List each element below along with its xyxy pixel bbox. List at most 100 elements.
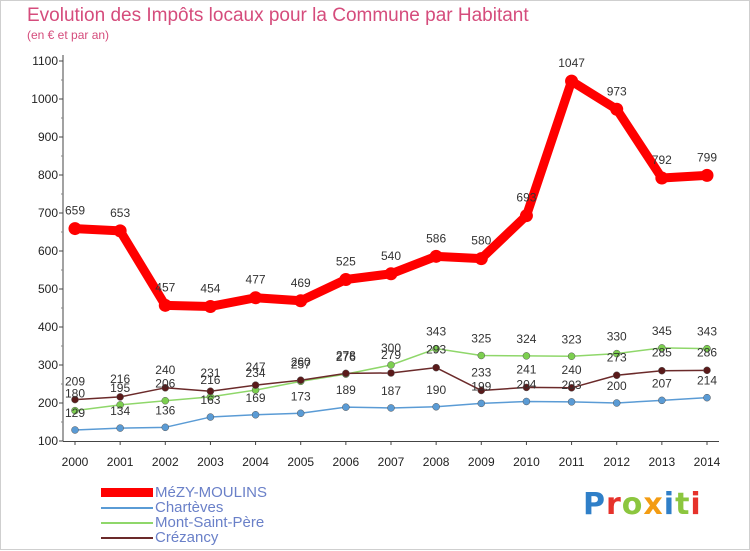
data-point-charteves	[206, 413, 215, 421]
data-point-charteves	[612, 399, 621, 407]
data-label-mont-saint-pere: 343	[426, 325, 446, 339]
data-label-mezy-moulins: 457	[155, 280, 175, 294]
data-label-charteves: 204	[516, 377, 536, 391]
data-label-charteves: 190	[426, 383, 446, 397]
logo-letter: i	[690, 487, 702, 522]
y-tick-label: 1000	[31, 92, 58, 106]
x-tick-label: 2006	[333, 455, 360, 469]
y-tick-label: 600	[38, 244, 58, 258]
data-label-mezy-moulins: 799	[697, 150, 717, 164]
logo-letter: P	[583, 487, 606, 522]
data-point-crezancy	[522, 383, 531, 392]
data-point-crezancy	[387, 369, 395, 377]
y-tick-label: 400	[38, 320, 58, 334]
data-point-mezy-moulins	[565, 74, 579, 88]
data-point-mont-saint-pere	[71, 406, 79, 415]
x-tick-label: 2011	[559, 455, 585, 469]
x-tick-label: 2010	[513, 455, 540, 469]
data-point-mezy-moulins	[158, 298, 172, 312]
legend-swatch-mont-saint-pere	[101, 522, 153, 524]
data-label-charteves: 214	[697, 374, 717, 388]
data-label-crezancy: 231	[200, 366, 220, 380]
x-tick-label: 2008	[423, 455, 450, 469]
x-tick-label: 2001	[107, 455, 134, 469]
logo-letter: i	[663, 487, 676, 522]
data-label-mont-saint-pere: 276	[336, 350, 356, 364]
logo-letter: x	[643, 487, 664, 522]
data-point-mezy-moulins	[384, 267, 398, 281]
x-tick-label: 2005	[287, 455, 314, 469]
data-label-crezancy: 279	[381, 348, 401, 362]
x-tick-label: 2007	[378, 455, 405, 469]
data-point-crezancy	[161, 384, 170, 392]
data-point-crezancy	[116, 393, 124, 401]
data-point-mont-saint-pere	[612, 349, 621, 358]
data-label-mezy-moulins: 653	[110, 206, 130, 220]
data-label-crezancy: 216	[110, 372, 130, 386]
logo-letter: o	[621, 487, 644, 522]
logo-letter: t	[675, 487, 691, 522]
data-point-charteves	[387, 404, 395, 412]
data-label-crezancy: 273	[607, 350, 627, 364]
y-tick-label: 100	[38, 434, 58, 448]
data-point-mont-saint-pere	[703, 344, 711, 353]
y-tick-label: 1100	[32, 54, 58, 68]
data-point-mezy-moulins	[294, 294, 308, 308]
data-point-crezancy	[567, 384, 576, 392]
data-point-charteves	[342, 403, 350, 411]
data-label-crezancy: 240	[155, 363, 175, 377]
data-label-mezy-moulins: 469	[291, 276, 311, 290]
legend-label-crezancy: Crézancy	[155, 529, 219, 546]
legend-label-mont-saint-pere: Mont-Saint-Père	[155, 514, 265, 531]
data-point-crezancy	[71, 395, 79, 404]
data-label-mont-saint-pere: 195	[110, 381, 130, 395]
data-label-charteves: 207	[652, 376, 672, 390]
data-point-crezancy	[206, 387, 215, 395]
data-point-crezancy	[296, 376, 305, 384]
data-point-crezancy	[658, 366, 666, 375]
legend-swatch-charteves	[101, 507, 153, 509]
data-label-crezancy: 241	[516, 362, 536, 376]
x-tick-label: 2013	[649, 455, 676, 469]
y-tick-label: 300	[38, 358, 58, 372]
data-label-mont-saint-pere: 216	[200, 373, 220, 387]
data-label-crezancy: 240	[562, 363, 582, 377]
data-label-crezancy: 278	[336, 348, 356, 362]
data-label-mezy-moulins: 477	[246, 273, 266, 287]
x-tick-label: 2000	[62, 455, 89, 469]
data-label-mont-saint-pere: 324	[516, 332, 536, 346]
data-point-crezancy	[703, 366, 711, 375]
data-label-crezancy: 233	[471, 365, 491, 379]
data-point-charteves	[522, 397, 531, 406]
data-point-crezancy	[342, 369, 350, 378]
data-label-mont-saint-pere: 323	[562, 332, 582, 346]
data-label-charteves: 169	[246, 391, 266, 405]
x-tick-label: 2003	[197, 455, 224, 469]
data-label-mezy-moulins: 586	[426, 231, 446, 245]
y-tick-label: 500	[38, 282, 58, 296]
data-point-crezancy	[477, 386, 486, 395]
data-label-charteves: 200	[607, 379, 627, 393]
legend-label-charteves: Chartèves	[155, 499, 224, 516]
data-label-mezy-moulins: 525	[336, 255, 356, 269]
data-label-mezy-moulins: 580	[471, 234, 491, 248]
data-point-mezy-moulins	[519, 209, 533, 223]
y-tick-label: 800	[38, 168, 58, 182]
data-label-crezancy: 247	[246, 360, 266, 374]
data-point-mont-saint-pere	[567, 352, 576, 361]
legend-swatch-mezy-moulins	[101, 488, 153, 497]
data-label-mont-saint-pere: 206	[155, 377, 175, 391]
x-tick-label: 2002	[152, 455, 179, 469]
proxiti-logo: Proxiti	[583, 487, 702, 522]
x-tick-label: 2014	[694, 455, 721, 469]
data-label-mezy-moulins: 693	[516, 191, 536, 205]
logo-letter: r	[606, 487, 622, 522]
data-label-mont-saint-pere: 345	[652, 324, 672, 338]
data-point-charteves	[432, 403, 440, 411]
data-label-mezy-moulins: 454	[200, 281, 220, 295]
data-label-mont-saint-pere: 234	[246, 366, 266, 380]
data-point-charteves	[116, 424, 124, 432]
data-label-charteves: 163	[200, 393, 220, 407]
data-point-mont-saint-pere	[477, 351, 486, 360]
